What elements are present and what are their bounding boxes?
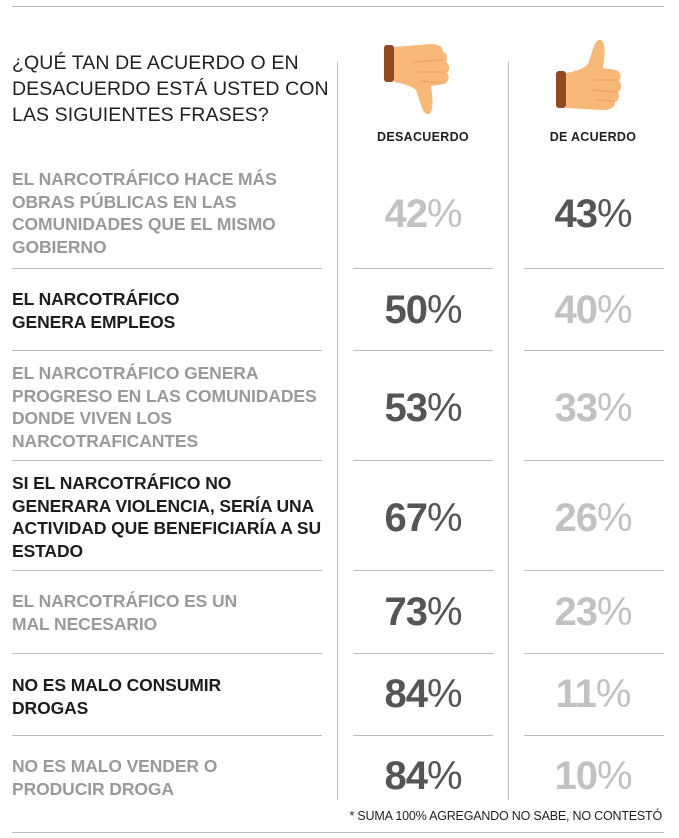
- bottom-divider: [12, 832, 664, 833]
- percent-sign: %: [426, 672, 463, 716]
- thumbs-up-icon: [556, 39, 622, 111]
- row-divider: [12, 735, 322, 736]
- percent-sign: %: [596, 192, 633, 236]
- value-number: 84: [384, 672, 427, 716]
- disagree-value-row-4: 67%: [348, 496, 498, 540]
- row-divider: [12, 350, 322, 351]
- statement-row-4: SI EL NARCOTRÁFICO NO GENERARA VIOLENCIA…: [12, 473, 321, 561]
- agree-value-row-2: 40%: [518, 288, 668, 332]
- column-separator-right: [508, 62, 509, 800]
- agree-value-row-6: 11%: [518, 672, 668, 716]
- row-divider: [524, 350, 664, 351]
- row-divider: [353, 735, 493, 736]
- disagree-value-row-6: 84%: [348, 672, 498, 716]
- percent-sign: %: [596, 496, 633, 540]
- statement-row-5: EL NARCOTRÁFICO ES UN MAL NECESARIO: [12, 591, 238, 634]
- agree-value-row-4: 26%: [518, 496, 668, 540]
- top-divider: [12, 6, 664, 7]
- row-divider: [12, 570, 322, 571]
- value-number: 43: [554, 192, 597, 236]
- value-number: 50: [384, 288, 427, 332]
- thumbs-down-icon: [384, 44, 450, 115]
- percent-sign: %: [426, 754, 463, 798]
- percent-sign: %: [596, 590, 633, 634]
- statement-row-3: EL NARCOTRÁFICO GENERA PROGRESO EN LAS C…: [12, 363, 317, 451]
- percent-sign: %: [426, 386, 463, 430]
- row-divider: [12, 653, 322, 654]
- percent-sign: %: [426, 496, 463, 540]
- value-number: 11: [555, 672, 597, 716]
- value-number: 84: [384, 754, 427, 798]
- percent-sign: %: [426, 288, 463, 332]
- disagree-value-row-2: 50%: [348, 288, 498, 332]
- value-number: 42: [384, 192, 427, 236]
- percent-sign: %: [595, 672, 632, 716]
- value-number: 26: [554, 496, 597, 540]
- percent-sign: %: [426, 192, 463, 236]
- agree-value-row-3: 33%: [518, 386, 668, 430]
- disagree-value-row-1: 42%: [348, 192, 498, 236]
- agree-value-row-1: 43%: [518, 192, 668, 236]
- row-divider: [353, 570, 493, 571]
- percent-sign: %: [596, 288, 633, 332]
- row-divider: [524, 653, 664, 654]
- row-divider: [524, 735, 664, 736]
- agree-value-row-5: 23%: [518, 590, 668, 634]
- statement-row-2: EL NARCOTRÁFICO GENERA EMPLEOS: [12, 289, 180, 332]
- column-header-agree: DE ACUERDO: [549, 130, 637, 144]
- statement-row-7: NO ES MALO VENDER O PRODUCIR DROGA: [12, 756, 218, 799]
- row-divider: [524, 570, 664, 571]
- statement-row-6: NO ES MALO CONSUMIR DROGAS: [12, 675, 222, 718]
- agree-value-row-7: 10%: [518, 754, 668, 798]
- disagree-value-row-7: 84%: [348, 754, 498, 798]
- row-divider: [353, 653, 493, 654]
- value-number: 73: [384, 590, 427, 634]
- percent-sign: %: [426, 590, 463, 634]
- row-divider: [353, 268, 493, 269]
- disagree-value-row-3: 53%: [348, 386, 498, 430]
- row-divider: [524, 460, 664, 461]
- row-divider: [12, 268, 322, 269]
- row-divider: [353, 460, 493, 461]
- column-separator-left: [337, 62, 338, 800]
- value-number: 10: [554, 754, 597, 798]
- percent-sign: %: [596, 754, 633, 798]
- row-divider: [353, 350, 493, 351]
- question-title: ¿QUÉ TAN DE ACUERDO O EN DESACUERDO ESTÁ…: [12, 52, 329, 126]
- disagree-value-row-5: 73%: [348, 590, 498, 634]
- footnote: * SUMA 100% AGREGANDO NO SABE, NO CONTES…: [349, 809, 662, 823]
- value-number: 33: [554, 386, 597, 430]
- row-divider: [12, 460, 322, 461]
- value-number: 67: [384, 496, 427, 540]
- column-header-disagree: DESACUERDO: [377, 130, 469, 144]
- value-number: 40: [554, 288, 597, 332]
- row-divider: [524, 268, 664, 269]
- value-number: 53: [384, 386, 427, 430]
- value-number: 23: [554, 590, 597, 634]
- statement-row-1: EL NARCOTRÁFICO HACE MÁS OBRAS PÚBLICAS …: [12, 169, 277, 257]
- percent-sign: %: [596, 386, 633, 430]
